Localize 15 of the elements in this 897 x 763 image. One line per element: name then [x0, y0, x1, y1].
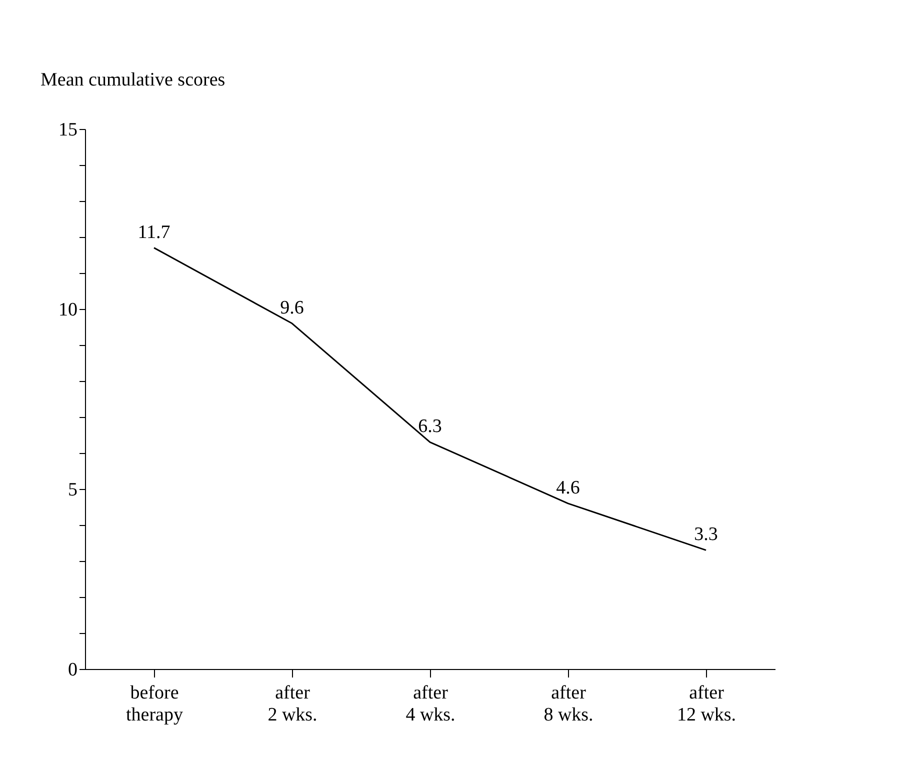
- y-tick-label: 0: [68, 660, 78, 680]
- x-tick-label: before therapy: [126, 682, 184, 726]
- data-label: 6.3: [418, 416, 442, 438]
- x-tick-label: after 8 wks.: [544, 682, 594, 726]
- data-label: 4.6: [556, 477, 580, 498]
- y-tick-label: 15: [58, 120, 78, 140]
- x-tick-label: after 12 wks.: [676, 682, 736, 726]
- data-label: 11.7: [138, 222, 170, 243]
- x-tick-label: after 4 wks.: [406, 682, 456, 726]
- x-tick-label: after 2 wks.: [268, 682, 318, 726]
- y-axis-title: Mean cumulative scores: [40, 70, 226, 90]
- y-tick-label: 5: [68, 480, 78, 500]
- data-label: 3.3: [694, 524, 718, 546]
- data-label: 9.6: [280, 297, 304, 318]
- y-tick-label: 10: [58, 300, 78, 320]
